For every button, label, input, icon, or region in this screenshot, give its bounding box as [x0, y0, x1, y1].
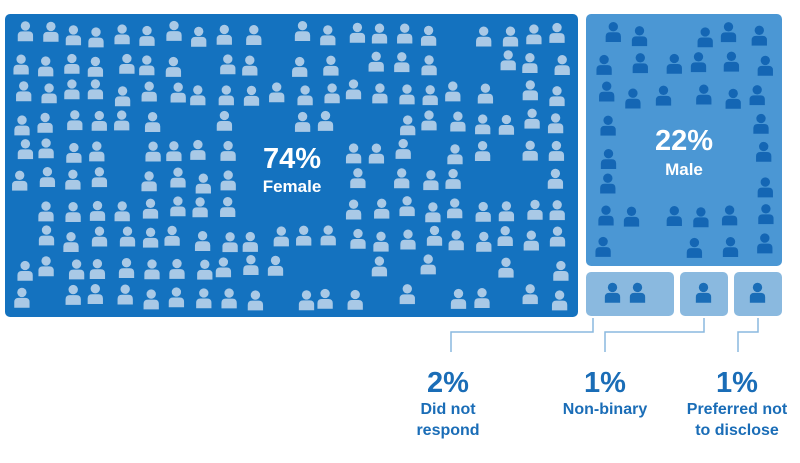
segment-male-value-label: 22% — [655, 125, 713, 157]
segment-female-label: Female — [263, 177, 322, 196]
annotation-did-not-respond-value: 2% — [427, 367, 469, 399]
annotation-non-binary-value: 1% — [584, 367, 626, 399]
segment-non-binary — [680, 272, 728, 316]
annotation-did-not-respond-label-line2: respond — [416, 422, 479, 439]
leader-lines — [450, 318, 759, 352]
leader-line-preferred-not-to-disclose — [737, 318, 759, 352]
segment-female-value-label: 74% — [263, 143, 321, 175]
annotation-did-not-respond-label-line1: Did not — [420, 401, 476, 418]
leader-line-did-not-respond — [450, 318, 594, 352]
annotation-preferred-not-to-disclose-label-line1: Preferred not — [687, 401, 788, 418]
annotations: 2% Did not respond 1% Non-binary 1% Pref… — [416, 367, 787, 439]
segment-did-not-respond-rect — [586, 272, 674, 316]
segment-preferred-not-to-disclose — [734, 272, 782, 316]
segment-male-label: Male — [665, 160, 703, 179]
annotation-preferred-not-to-disclose-value: 1% — [716, 367, 758, 399]
segment-female: 74% Female — [5, 14, 578, 317]
segment-male-rect — [586, 14, 782, 266]
segment-did-not-respond — [586, 272, 674, 316]
segment-male: 22% Male — [586, 14, 782, 266]
annotation-non-binary-label: Non-binary — [563, 401, 648, 418]
leader-line-non-binary — [604, 318, 705, 352]
annotation-preferred-not-to-disclose-label-line2: to disclose — [695, 422, 779, 439]
